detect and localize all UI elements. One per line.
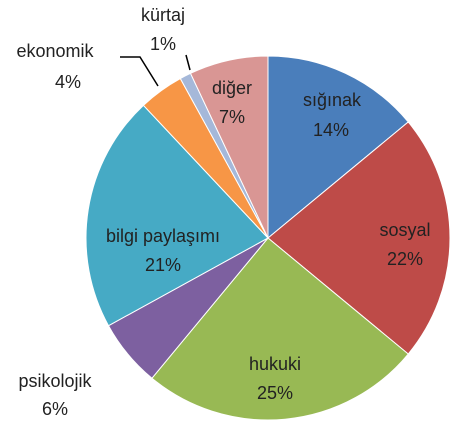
slice-label: bilgi paylaşımı <box>106 226 220 246</box>
slice-label: sığınak <box>303 90 362 110</box>
slice-label: hukuki <box>249 354 301 374</box>
slice-label: psikolojik <box>18 371 92 391</box>
slice-value-label: 6% <box>42 399 68 419</box>
slice-value-label: 22% <box>387 249 423 269</box>
pie-slice <box>189 55 269 239</box>
slice-value-label: 1% <box>150 34 176 54</box>
slice-value-label: 25% <box>257 383 293 403</box>
slice-value-label: 4% <box>55 72 81 92</box>
pie-slice <box>151 237 409 421</box>
slice-value-label: 14% <box>313 120 349 140</box>
leader-line <box>120 56 159 87</box>
slice-value-label: 7% <box>219 107 245 127</box>
slice-value-label: 21% <box>145 255 181 275</box>
leader-line <box>185 54 191 71</box>
slice-label: diğer <box>212 78 252 98</box>
pie-slice <box>85 104 269 327</box>
slice-label: kürtaj <box>141 5 185 25</box>
slice-label: ekonomik <box>16 41 94 61</box>
pie-slice <box>267 55 409 240</box>
slice-label: sosyal <box>379 220 430 240</box>
